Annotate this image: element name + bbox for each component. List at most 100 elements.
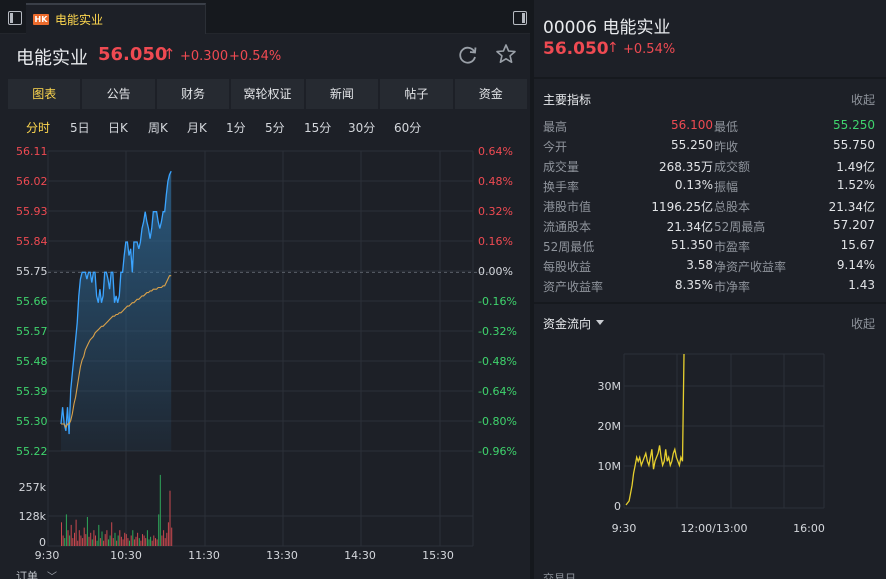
indicator-label: 52周最高 bbox=[714, 220, 766, 234]
volume-bar bbox=[114, 532, 116, 546]
indicator-label: 52周最低 bbox=[543, 240, 595, 254]
volume-bar bbox=[124, 532, 126, 546]
period-monthly[interactable]: 月K bbox=[187, 121, 207, 135]
tab-capital[interactable]: 资金 bbox=[454, 79, 527, 109]
period-30min[interactable]: 30分 bbox=[348, 121, 376, 135]
period-15min[interactable]: 15分 bbox=[304, 121, 332, 135]
pct-tick-label: -0.48% bbox=[478, 355, 517, 368]
tab-financials[interactable]: 财务 bbox=[156, 79, 230, 109]
refresh-icon[interactable] bbox=[457, 44, 479, 66]
period-60min[interactable]: 60分 bbox=[394, 121, 422, 135]
pct-tick-label: -0.96% bbox=[478, 445, 517, 458]
period-daily[interactable]: 日K bbox=[108, 121, 128, 135]
volume-bar bbox=[104, 534, 106, 546]
volume-bar bbox=[82, 538, 84, 546]
tab-warrants[interactable]: 窝轮权证 bbox=[231, 79, 304, 109]
volume-bar bbox=[91, 539, 93, 546]
indicator-label: 资产收益率 bbox=[543, 280, 604, 294]
volume-bar bbox=[158, 514, 160, 546]
price-tick-label: 55.22 bbox=[16, 445, 48, 458]
volume-bar bbox=[96, 540, 98, 546]
volume-bar bbox=[74, 532, 75, 546]
period-5min[interactable]: 5分 bbox=[265, 121, 285, 135]
time-tick-label: 10:30 bbox=[110, 549, 142, 562]
volume-bar bbox=[111, 522, 113, 546]
up-arrow-icon: ↑ bbox=[163, 45, 176, 63]
volume-bar bbox=[166, 532, 168, 546]
caret-down-icon[interactable] bbox=[596, 320, 604, 326]
toggle-right-panel-icon[interactable] bbox=[513, 11, 527, 25]
volume-bar bbox=[85, 534, 87, 546]
volume-bar bbox=[125, 534, 127, 546]
indicator-value: 0.13% bbox=[674, 178, 713, 192]
capital-flow-chart[interactable]: 30M 20M 10M 0 9:30 12:00/13:00 16:00 bbox=[534, 338, 886, 548]
volume-bar bbox=[133, 539, 135, 546]
volume-bar bbox=[143, 535, 145, 546]
left-panel: HK 电能实业 电能实业 56.050 ↑ +0.300 +0.54% 图表 公… bbox=[0, 0, 530, 579]
volume-bar bbox=[167, 522, 169, 546]
pct-tick-label: -0.16% bbox=[478, 295, 517, 308]
volume-bar bbox=[117, 535, 119, 546]
stock-price: 56.050 bbox=[98, 44, 168, 65]
volume-bar bbox=[86, 517, 88, 546]
tab-chart[interactable]: 图表 bbox=[8, 79, 81, 109]
tab-title: 电能实业 bbox=[55, 13, 104, 27]
price-tick-label: 55.57 bbox=[16, 325, 48, 338]
volume-bar bbox=[80, 535, 82, 546]
period-intraday[interactable]: 分时 bbox=[26, 121, 51, 135]
volume-bar bbox=[98, 524, 100, 546]
indicator-value: 1196.25亿 bbox=[651, 200, 713, 214]
indicators-collapse-button[interactable]: 收起 bbox=[850, 93, 875, 107]
star-icon[interactable] bbox=[495, 43, 517, 65]
volume-bar bbox=[155, 538, 156, 546]
price-change: +0.300 bbox=[180, 49, 229, 64]
pct-tick-label: 0.32% bbox=[478, 205, 513, 218]
flow-y-tick-label: 10M bbox=[598, 460, 622, 473]
chevron-down-icon[interactable]: ﹀ bbox=[47, 572, 57, 579]
indicator-value: 1.43 bbox=[848, 278, 875, 292]
capital-flow-title[interactable]: 资金流向 bbox=[543, 317, 592, 331]
volume-bar bbox=[169, 490, 171, 546]
period-weekly[interactable]: 周K bbox=[148, 121, 168, 135]
capital-flow-line bbox=[625, 353, 685, 506]
volume-bar bbox=[64, 538, 66, 546]
volume-bar bbox=[142, 534, 143, 546]
stock-tab[interactable]: HK 电能实业 bbox=[26, 3, 206, 34]
right-panel: 00006 电能实业 56.050 ↑ +0.54% 主要指标 收起 最高 56.… bbox=[534, 0, 886, 579]
volume-bar bbox=[135, 536, 137, 546]
tab-posts[interactable]: 帖子 bbox=[380, 79, 453, 109]
volume-bar bbox=[148, 539, 150, 546]
period-1min[interactable]: 1分 bbox=[226, 121, 246, 135]
tab-news[interactable]: 新闻 bbox=[305, 79, 379, 109]
pct-tick-label: 0.48% bbox=[478, 175, 513, 188]
indicator-value: 8.35% bbox=[674, 278, 713, 292]
volume-bar bbox=[62, 535, 64, 546]
intraday-chart[interactable]: 56.11 56.02 55.93 55.84 55.75 55.66 55.57 55.48… bbox=[0, 140, 530, 565]
orders-label[interactable]: 订单 bbox=[16, 570, 38, 579]
tab-announcements[interactable]: 公告 bbox=[82, 79, 155, 109]
indicator-label: 成交量 bbox=[543, 160, 580, 174]
stock-name: 电能实业 bbox=[16, 48, 88, 69]
volume-bar bbox=[156, 539, 158, 546]
indicator-label: 净资产收益率 bbox=[714, 260, 787, 274]
period-5day[interactable]: 5日 bbox=[70, 121, 90, 135]
tab-bar: HK 电能实业 bbox=[0, 0, 530, 34]
indicator-value: 21.34亿 bbox=[828, 200, 875, 214]
volume-bar bbox=[146, 530, 148, 546]
side-price-pct: +0.54% bbox=[623, 42, 676, 57]
volume-bar bbox=[106, 530, 108, 546]
indicator-value: 51.350 bbox=[671, 238, 713, 252]
toggle-left-panel-icon[interactable] bbox=[8, 11, 22, 25]
price-line bbox=[60, 170, 172, 435]
chart-nav: 图表 公告 财务 窝轮权证 新闻 帖子 资金 bbox=[8, 79, 527, 109]
indicator-value: 3.58 bbox=[686, 258, 713, 272]
price-tick-label: 55.66 bbox=[16, 295, 48, 308]
volume-tick-label: 257k bbox=[19, 481, 47, 494]
flow-x-tick-label: 16:00 bbox=[793, 522, 825, 535]
volume-bar bbox=[61, 522, 62, 546]
pct-tick-label: 0.00% bbox=[478, 265, 513, 278]
time-tick-label: 9:30 bbox=[35, 549, 60, 562]
volume-bar bbox=[90, 532, 92, 546]
indicator-value: 56.100 bbox=[671, 118, 713, 132]
flow-collapse-button[interactable]: 收起 bbox=[850, 317, 875, 331]
